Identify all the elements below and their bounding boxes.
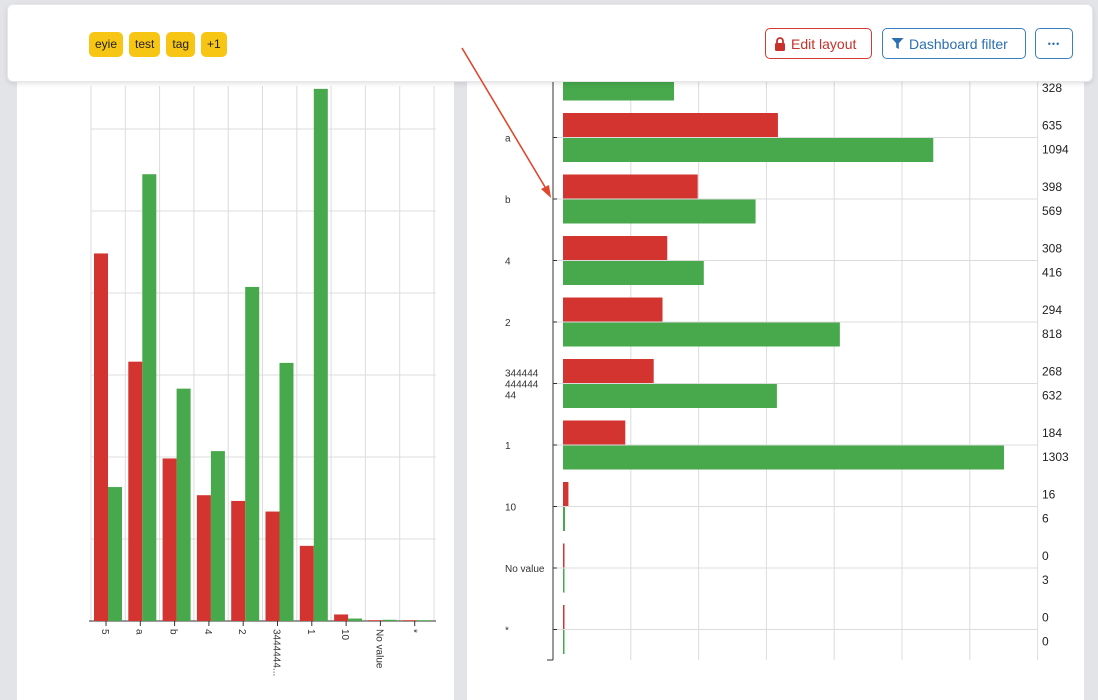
bar[interactable]	[368, 620, 383, 621]
bar[interactable]	[563, 261, 704, 285]
value-label: 308	[1042, 242, 1062, 256]
bar[interactable]	[313, 88, 328, 622]
value-label: 1094	[1042, 143, 1069, 157]
bar[interactable]	[108, 487, 122, 621]
bar[interactable]	[265, 511, 280, 621]
bar[interactable]	[563, 297, 663, 322]
bar[interactable]	[563, 113, 778, 137]
tag-list: eyie test tag +1	[89, 32, 227, 57]
bar[interactable]	[563, 482, 569, 506]
category-label: 44	[505, 391, 517, 402]
bar[interactable]	[563, 138, 934, 162]
value-label: 635	[1042, 119, 1062, 133]
value-label: 184	[1042, 426, 1062, 440]
bar[interactable]	[563, 630, 565, 654]
value-label: 16	[1042, 488, 1056, 502]
value-label: 294	[1042, 303, 1062, 317]
bar[interactable]	[210, 451, 225, 621]
bar[interactable]	[563, 420, 626, 445]
bar[interactable]	[299, 545, 314, 621]
value-label: 818	[1042, 327, 1062, 341]
value-label: 0	[1042, 611, 1049, 625]
bar[interactable]	[563, 384, 777, 408]
category-label: *	[505, 626, 509, 637]
bar[interactable]	[128, 361, 143, 621]
category-label: 2	[505, 318, 511, 329]
bar[interactable]	[563, 174, 698, 199]
more-options-button[interactable]: •••	[1035, 28, 1073, 59]
value-label: 268	[1042, 365, 1062, 379]
category-label: 344444	[505, 369, 539, 380]
tick-label: 4	[202, 629, 213, 635]
ellipsis-icon: •••	[1047, 38, 1061, 49]
value-label: 569	[1042, 204, 1062, 218]
tick-label: b	[168, 629, 179, 635]
bar[interactable]	[402, 620, 417, 621]
value-label: 398	[1042, 180, 1062, 194]
bar[interactable]	[162, 458, 177, 621]
category-label: 10	[505, 503, 517, 514]
bar[interactable]	[416, 620, 431, 621]
category-label: 4	[505, 257, 511, 268]
bar[interactable]	[94, 253, 108, 621]
category-label: No value	[505, 564, 545, 575]
bar[interactable]	[563, 236, 668, 260]
value-label: 0	[1042, 635, 1049, 649]
value-label: 632	[1042, 389, 1062, 403]
category-label: 444444	[505, 380, 539, 391]
dashboard-filter-label: Dashboard filter	[909, 35, 1008, 52]
tick-label: *	[408, 629, 419, 633]
bar[interactable]	[245, 286, 260, 621]
bar[interactable]	[142, 174, 157, 621]
bar[interactable]	[563, 322, 840, 347]
bar[interactable]	[196, 495, 211, 621]
bar[interactable]	[563, 359, 654, 383]
tag-chip[interactable]: tag	[166, 32, 196, 57]
tick-label: 10	[339, 629, 350, 641]
bar[interactable]	[563, 445, 1004, 470]
bar[interactable]	[231, 500, 246, 621]
category-label: a	[505, 134, 511, 145]
tick-label: 3444444...	[271, 629, 282, 676]
tick-label: 5	[99, 629, 110, 635]
edit-layout-label: Edit layout	[791, 35, 857, 52]
tick-label: No value	[373, 629, 384, 669]
tag-chip[interactable]: test	[129, 32, 161, 57]
value-label: 1303	[1042, 450, 1069, 464]
tick-label: 1	[305, 629, 316, 635]
bar[interactable]	[563, 543, 565, 568]
value-label: 328	[1042, 81, 1062, 95]
dashboard-toolbar: eyie test tag +1 Edit layout Dashboard f…	[7, 4, 1093, 82]
tick-label: a	[133, 629, 144, 635]
bar[interactable]	[563, 507, 566, 531]
dashboard-filter-button[interactable]: Dashboard filter	[882, 28, 1026, 59]
value-label: 6	[1042, 512, 1049, 526]
category-label: 1	[505, 441, 511, 452]
category-label: b	[505, 195, 511, 206]
bar[interactable]	[348, 618, 363, 621]
bar[interactable]	[563, 605, 565, 629]
tag-chip[interactable]: eyie	[89, 32, 124, 57]
value-label: 416	[1042, 266, 1062, 280]
value-label: 0	[1042, 549, 1049, 563]
value-label: 3	[1042, 573, 1049, 587]
bar[interactable]	[382, 619, 397, 621]
bar[interactable]	[563, 199, 756, 224]
tick-label: 2	[236, 629, 247, 635]
bar[interactable]	[279, 362, 294, 621]
lock-icon	[775, 36, 785, 51]
bar[interactable]	[334, 614, 349, 621]
bar[interactable]	[563, 568, 565, 593]
bar[interactable]	[176, 388, 191, 621]
edit-layout-button[interactable]: Edit layout	[765, 28, 872, 59]
filter-icon	[891, 38, 904, 49]
more-tags-chip[interactable]: +1	[201, 32, 227, 57]
